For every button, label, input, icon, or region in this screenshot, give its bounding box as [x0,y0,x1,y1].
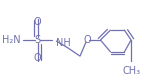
Text: O: O [34,53,41,63]
Text: S: S [35,35,41,45]
Text: CH₃: CH₃ [122,66,140,76]
Text: NH: NH [56,38,71,48]
Text: O: O [83,35,91,45]
Text: O: O [34,17,41,27]
Text: H₂N: H₂N [2,35,20,45]
